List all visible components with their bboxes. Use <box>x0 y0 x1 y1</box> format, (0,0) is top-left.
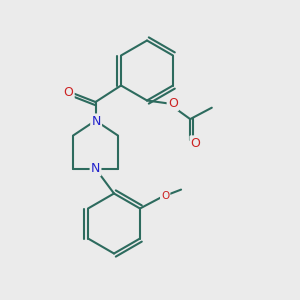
Text: O: O <box>161 190 169 201</box>
Text: O: O <box>64 85 74 99</box>
Text: N: N <box>91 162 100 175</box>
Text: N: N <box>92 115 101 128</box>
Text: O: O <box>191 136 200 150</box>
Text: O: O <box>168 97 178 110</box>
